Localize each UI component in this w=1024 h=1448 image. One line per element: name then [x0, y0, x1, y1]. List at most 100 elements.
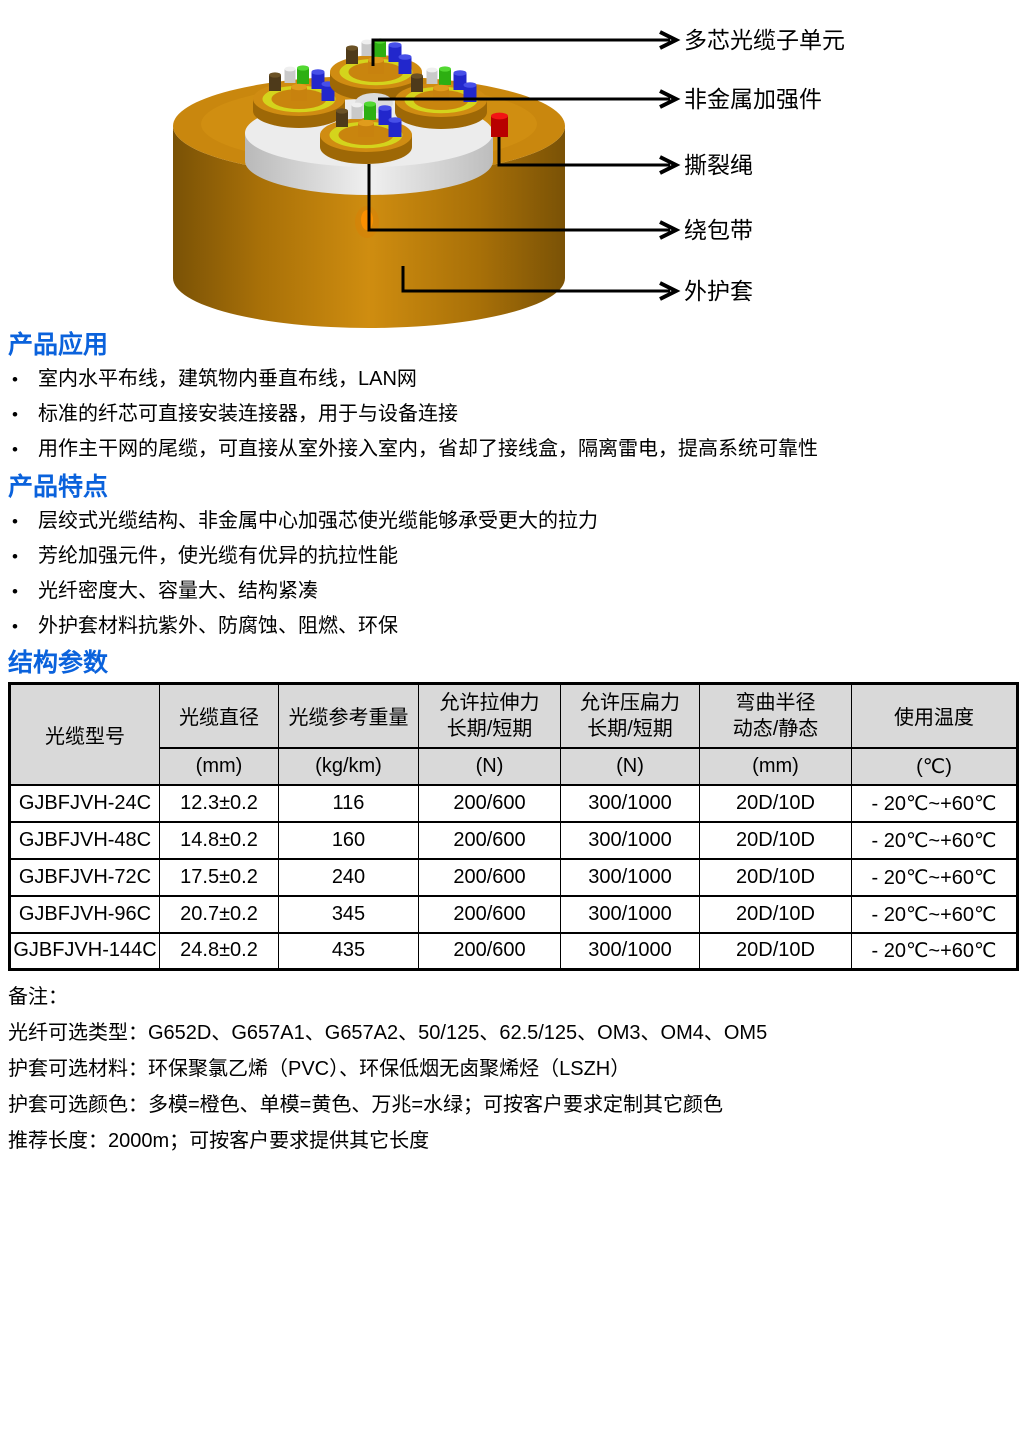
- note-line-sheath-materials: 护套可选材料：环保聚氯乙烯（PVC）、环保低烟无卤聚烯烃（LSZH）: [8, 1058, 631, 1080]
- cell-bend: 20D/10D: [699, 820, 852, 860]
- cell-crush: 300/1000: [560, 894, 700, 934]
- arrowhead-icon: [659, 89, 681, 109]
- cell-diameter: 20.7±0.2: [159, 894, 279, 934]
- bullet-text: 层绞式光缆结构、非金属中心加强芯使光缆能够承受更大的拉力: [38, 510, 598, 532]
- arrowheads: [659, 30, 681, 301]
- cell-diameter: 17.5±0.2: [159, 857, 279, 897]
- cell-model: GJBFJVH-48C: [9, 820, 160, 860]
- cell-diameter: 24.8±0.2: [159, 931, 279, 971]
- cell-weight: 345: [278, 894, 419, 934]
- bullet-text: 光纤密度大、容量大、结构紧凑: [38, 580, 318, 602]
- table-row: GJBFJVH-72C 17.5±0.2 240 200/600 300/100…: [9, 857, 1018, 897]
- cell-bend: 20D/10D: [699, 857, 852, 897]
- cell-model: GJBFJVH-24C: [9, 783, 160, 823]
- table-row: GJBFJVH-24C 12.3±0.2 116 200/600 300/100…: [9, 783, 1018, 823]
- bullet-text: 外护套材料抗紫外、防腐蚀、阻燃、环保: [38, 615, 398, 637]
- notes: 备注： 光纤可选类型：G652D、G657A1、G657A2、50/125、62…: [0, 979, 1024, 1159]
- cell-crush: 300/1000: [560, 820, 700, 860]
- cell-crush: 300/1000: [560, 931, 700, 971]
- list-item: • 标准的纤芯可直接安装连接器，用于与设备连接: [0, 397, 1024, 432]
- cell-temp: - 20℃~+60℃: [851, 857, 1018, 897]
- callout-line-ripcord: [497, 137, 670, 167]
- list-item: • 室内水平布线，建筑物内垂直布线，LAN网: [0, 362, 1024, 397]
- cell-temp: - 20℃~+60℃: [851, 931, 1018, 971]
- arrowhead-icon: [659, 30, 681, 50]
- section-title-features: 产品特点: [8, 473, 109, 501]
- features-list: • 层绞式光缆结构、非金属中心加强芯使光缆能够承受更大的拉力 • 芳纶加强元件，使光…: [0, 504, 1024, 644]
- cell-bend: 20D/10D: [699, 931, 852, 971]
- arrowhead-icon: [659, 281, 681, 301]
- bullet-text: 标准的纤芯可直接安装连接器，用于与设备连接: [38, 403, 458, 425]
- section-title-applications: 产品应用: [8, 331, 109, 359]
- note-line-sheath-colors: 护套可选颜色：多模=橙色、单模=黄色、万兆=水绿；可按客户要求定制其它颜色: [8, 1094, 724, 1116]
- unit-cell: (N): [418, 746, 561, 786]
- col-header-line: 允许压扁力: [580, 691, 680, 714]
- cell-temp: - 20℃~+60℃: [851, 820, 1018, 860]
- cell-weight: 160: [278, 820, 419, 860]
- note-line-recommended-length: 推荐长度：2000m；可按客户要求提供其它长度: [8, 1130, 430, 1152]
- cable-structure-diagram: 多芯光缆子单元 非金属加强件 撕裂绳 绕包带 外护套: [173, 27, 845, 328]
- cell-temp: - 20℃~+60℃: [851, 894, 1018, 934]
- diagram-label-ripcord: 撕裂绳: [684, 152, 753, 178]
- col-header-crush: 允许压扁力 长期/短期: [560, 682, 700, 749]
- bullet-text: 室内水平布线，建筑物内垂直布线，LAN网: [38, 368, 417, 390]
- parameters-table: 光缆型号 光缆直径 光缆参考重量 允许拉伸力 长期/短期 允许压扁力 长期/短期…: [8, 682, 1019, 971]
- section-title-parameters: 结构参数: [8, 649, 109, 677]
- notes-title: 备注：: [8, 986, 68, 1008]
- unit-cell: (kg/km): [278, 746, 419, 786]
- list-item: • 层绞式光缆结构、非金属中心加强芯使光缆能够承受更大的拉力: [0, 504, 1024, 539]
- glow-spot-core: [361, 210, 373, 230]
- col-header-model: 光缆型号: [9, 682, 160, 786]
- col-header-line: 弯曲半径: [735, 691, 816, 714]
- col-header-weight: 光缆参考重量: [278, 682, 419, 749]
- list-item: • 光纤密度大、容量大、结构紧凑: [0, 574, 1024, 609]
- table-row: GJBFJVH-144C 24.8±0.2 435 200/600 300/10…: [9, 931, 1018, 971]
- col-header-tension: 允许拉伸力 长期/短期: [418, 682, 561, 749]
- bullet-icon: •: [12, 582, 18, 601]
- diagram-label-tape: 绕包带: [684, 217, 753, 243]
- diagram-label-subunit: 多芯光缆子单元: [684, 27, 845, 53]
- ripcord-graphic: [491, 112, 508, 137]
- cell-weight: 116: [278, 783, 419, 823]
- unit-cell: (mm): [159, 746, 279, 786]
- cell-weight: 435: [278, 931, 419, 971]
- bullet-icon: •: [12, 547, 18, 566]
- cell-model: GJBFJVH-72C: [9, 857, 160, 897]
- diagram-label-strength-member: 非金属加强件: [684, 86, 822, 112]
- bullet-text: 用作主干网的尾缆，可直接从室外接入室内，省却了接线盒，隔离雷电，提高系统可靠性: [38, 438, 818, 460]
- bullet-icon: •: [12, 370, 18, 389]
- bullet-icon: •: [12, 440, 18, 459]
- arrowhead-icon: [659, 220, 681, 240]
- col-header-line: 动态/静态: [732, 717, 819, 740]
- table-units-row: (mm) (kg/km) (N) (N) (mm) (℃): [10, 746, 1018, 786]
- cell-tension: 200/600: [418, 820, 561, 860]
- bullet-icon: •: [12, 512, 18, 531]
- cell-tension: 200/600: [418, 783, 561, 823]
- table-row: GJBFJVH-96C 20.7±0.2 345 200/600 300/100…: [9, 894, 1018, 934]
- cell-tension: 200/600: [418, 931, 561, 971]
- cell-model: GJBFJVH-96C: [9, 894, 160, 934]
- table-header-row: 光缆型号 光缆直径 光缆参考重量 允许拉伸力 长期/短期 允许压扁力 长期/短期…: [9, 682, 1018, 786]
- col-header-line: 允许拉伸力: [439, 691, 540, 714]
- list-item: • 用作主干网的尾缆，可直接从室外接入室内，省却了接线盒，隔离雷电，提高系统可靠性: [0, 432, 1024, 467]
- diagram-label-sheath: 外护套: [684, 278, 753, 304]
- cell-model: GJBFJVH-144C: [9, 931, 160, 971]
- callout-line-sheath: [401, 266, 670, 293]
- cell-crush: 300/1000: [560, 857, 700, 897]
- callout-lines: [367, 30, 681, 301]
- cell-diameter: 12.3±0.2: [159, 783, 279, 823]
- col-header-line: 长期/短期: [587, 717, 673, 740]
- cell-diameter: 14.8±0.2: [159, 820, 279, 860]
- list-item: • 外护套材料抗紫外、防腐蚀、阻燃、环保: [0, 609, 1024, 644]
- callout-line-tape: [367, 164, 670, 232]
- cell-weight: 240: [278, 857, 419, 897]
- cell-temp: - 20℃~+60℃: [851, 783, 1018, 823]
- bullet-text: 芳纶加强元件，使光缆有优异的抗拉性能: [38, 545, 398, 567]
- cell-tension: 200/600: [418, 894, 561, 934]
- cell-bend: 20D/10D: [699, 894, 852, 934]
- table-row: GJBFJVH-48C 14.8±0.2 160 200/600 300/100…: [9, 820, 1018, 860]
- applications-list: • 室内水平布线，建筑物内垂直布线，LAN网 • 标准的纤芯可直接安装连接器，用于与…: [0, 362, 1024, 467]
- cell-tension: 200/600: [418, 857, 561, 897]
- unit-cell: (℃): [851, 746, 1018, 786]
